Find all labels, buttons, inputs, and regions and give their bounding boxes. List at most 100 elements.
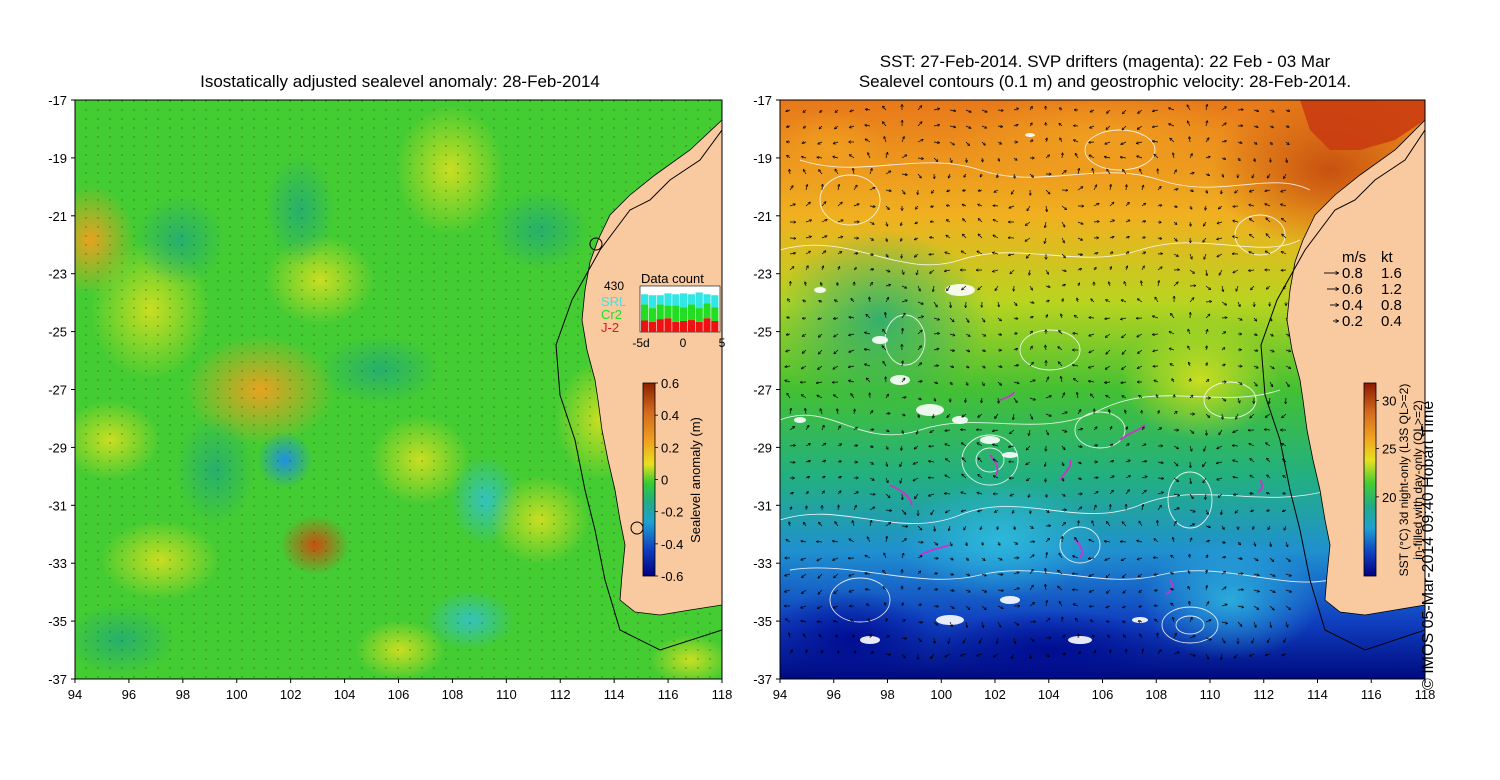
- velocity-arrow: [869, 507, 874, 511]
- velocity-arrow: [1153, 110, 1159, 111]
- velocity-arrow: [1233, 236, 1239, 239]
- velocity-arrow: [865, 555, 871, 559]
- velocity-arrow: [962, 443, 967, 447]
- velocity-arrow: [834, 333, 839, 337]
- velocity-arrow: [805, 409, 806, 415]
- velocity-arrow: [801, 557, 807, 560]
- velocity-arrow: [1158, 411, 1159, 415]
- velocity-arrow: [1188, 330, 1191, 335]
- velocity-arrow: [1125, 476, 1130, 479]
- velocity-arrow: [963, 190, 967, 191]
- velocity-arrow: [997, 110, 1003, 111]
- velocity-arrow: [1125, 220, 1130, 222]
- velocity-arrow: [917, 330, 922, 335]
- velocity-arrow: [901, 189, 905, 194]
- velocity-arrow: [834, 395, 839, 399]
- velocity-arrow: [1121, 300, 1127, 303]
- data-count-bar-cr2: [703, 303, 711, 319]
- velocity-arrow: [981, 350, 985, 351]
- velocity-arrow: [1074, 315, 1079, 319]
- velocity-arrow: [1045, 618, 1050, 623]
- velocity-arrow: [1222, 413, 1223, 419]
- velocity-arrow: [886, 445, 888, 449]
- velocity-arrow: [1121, 318, 1127, 319]
- velocity-arrow: [1061, 393, 1064, 399]
- velocity-arrow: [1073, 556, 1079, 559]
- velocity-arrow: [789, 522, 790, 527]
- velocity-arrow: [1205, 653, 1209, 659]
- velocity-arrow: [1125, 252, 1129, 254]
- velocity-arrow: [1285, 381, 1289, 386]
- velocity-arrow: [981, 381, 984, 385]
- velocity-arrow: [1205, 138, 1209, 143]
- velocity-arrow: [837, 409, 838, 415]
- velocity-arrow: [1125, 410, 1126, 415]
- data-count-bar-srl: [664, 293, 672, 306]
- velocity-arrow: [945, 493, 951, 494]
- velocity-arrow: [1173, 633, 1176, 639]
- velocity-arrow: [966, 541, 967, 545]
- velocity-arrow: [950, 541, 952, 546]
- velocity-arrow: [869, 221, 874, 224]
- left-x-tick-label: 100: [226, 687, 248, 702]
- velocity-arrow: [1270, 141, 1272, 144]
- velocity-arrow: [1285, 573, 1291, 576]
- velocity-arrow: [1269, 381, 1272, 386]
- velocity-arrow: [837, 283, 838, 287]
- velocity-arrow: [817, 395, 823, 399]
- velocity-arrow: [933, 285, 934, 291]
- velocity-arrow: [1270, 157, 1271, 162]
- velocity-arrow: [901, 509, 906, 514]
- velocity-arrow: [869, 446, 873, 447]
- velocity-arrow: [837, 477, 841, 478]
- right-y-tick-label: -25: [753, 325, 772, 340]
- right-x-tick-label: 110: [1200, 687, 1221, 702]
- velocity-arrow: [1139, 521, 1143, 527]
- velocity-arrow: [962, 510, 967, 511]
- left-y-tick-label: -29: [48, 440, 67, 455]
- velocity-arrow: [1173, 477, 1178, 481]
- velocity-arrow: [1045, 569, 1046, 575]
- velocity-arrow: [998, 541, 1000, 545]
- velocity-arrow: [947, 190, 951, 191]
- velocity-arrow: [1173, 221, 1177, 224]
- velocity-arrow: [821, 426, 824, 431]
- right-x-tick-label: 112: [1253, 687, 1274, 702]
- data-count-x-tick-label: 5: [719, 336, 726, 350]
- velocity-arrow: [931, 509, 935, 514]
- velocity-arrow: [1074, 604, 1079, 607]
- velocity-arrow: [1045, 429, 1048, 435]
- velocity-arrow: [901, 445, 902, 450]
- velocity-arrow: [804, 126, 807, 128]
- velocity-arrow: [981, 366, 985, 368]
- left-y-tick-label: -31: [48, 498, 67, 513]
- velocity-arrow: [1046, 601, 1047, 607]
- velocity-arrow: [947, 413, 951, 417]
- velocity-arrow: [1122, 349, 1127, 354]
- velocity-arrow: [1250, 475, 1255, 479]
- velocity-arrow: [1285, 589, 1291, 592]
- velocity-arrow: [835, 109, 839, 112]
- velocity-arrow: [1109, 220, 1114, 222]
- velocity-legend-kt-value: 1.2: [1381, 281, 1402, 298]
- velocity-arrow: [788, 299, 791, 303]
- velocity-arrow: [849, 317, 855, 318]
- velocity-arrow: [819, 170, 823, 175]
- velocity-arrow: [965, 317, 969, 322]
- velocity-arrow: [1267, 173, 1271, 178]
- velocity-arrow: [1105, 157, 1111, 158]
- velocity-arrow: [949, 605, 954, 608]
- velocity-arrow: [1236, 413, 1239, 419]
- velocity-arrow: [1029, 413, 1032, 419]
- velocity-arrow: [833, 157, 839, 158]
- velocity-arrow: [866, 589, 871, 590]
- left-y-tick-label: -33: [48, 556, 67, 571]
- velocity-arrow: [805, 251, 810, 255]
- velocity-arrow: [933, 589, 937, 590]
- velocity-arrow: [853, 445, 857, 446]
- velocity-arrow: [1266, 413, 1271, 417]
- velocity-arrow: [949, 110, 955, 111]
- velocity-arrow: [1269, 334, 1273, 336]
- velocity-arrow: [1188, 587, 1190, 591]
- velocity-arrow: [1205, 493, 1206, 499]
